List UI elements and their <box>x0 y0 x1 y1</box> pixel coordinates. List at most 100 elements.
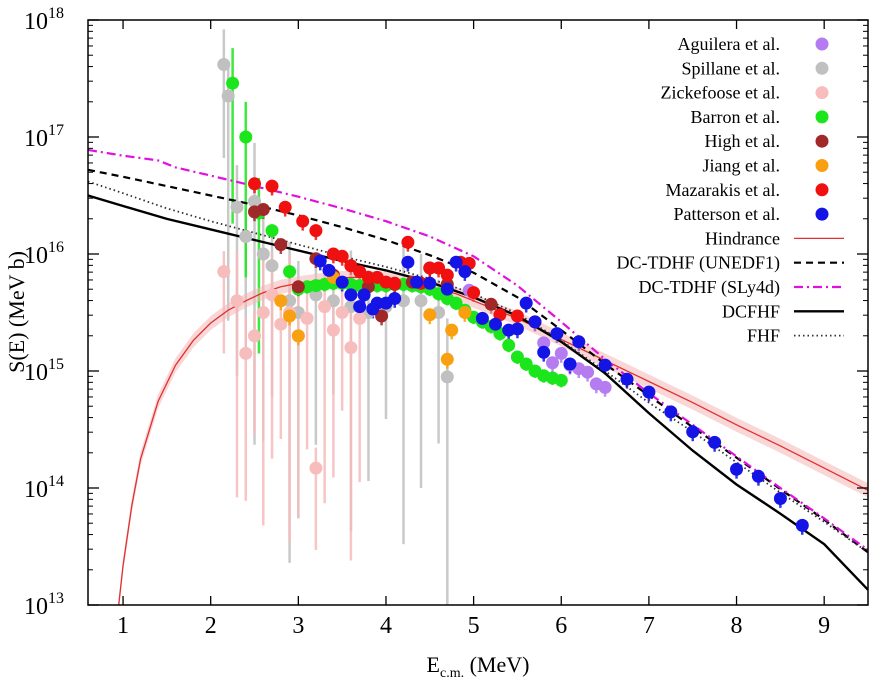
point-spillane-et-al <box>248 194 261 208</box>
y-tick-label: 1014 <box>24 473 64 503</box>
point-patterson-et-al <box>795 518 809 532</box>
legend-label: Zickefoose et al. <box>661 83 780 103</box>
point-mazarakis-et-al <box>296 214 310 228</box>
point-patterson-et-al <box>335 275 349 289</box>
point-zickefoose-et-al <box>217 265 231 279</box>
legend-marker <box>815 159 829 172</box>
legend-label: Hindrance <box>705 228 780 248</box>
point-jiang-et-al <box>283 309 297 323</box>
x-tick-label: 4 <box>380 613 392 639</box>
point-jiang-et-al <box>440 352 454 366</box>
point-spillane-et-al <box>230 200 244 214</box>
point-mazarakis-et-al <box>335 249 349 263</box>
point-spillane-et-al <box>221 89 235 103</box>
x-tick-label: 8 <box>731 613 743 639</box>
point-patterson-et-al <box>440 282 454 296</box>
point-patterson-et-al <box>708 435 722 449</box>
point-mazarakis-et-al <box>265 179 279 193</box>
legend-label: Aguilera et al. <box>678 34 780 54</box>
point-barron-et-al <box>283 265 297 279</box>
y-tick-label: 1013 <box>24 590 64 620</box>
point-mazarakis-et-al <box>440 268 454 282</box>
point-zickefoose-et-al <box>300 311 314 325</box>
x-tick-label: 9 <box>818 613 830 639</box>
point-barron-et-al <box>265 224 279 238</box>
point-jiang-et-al <box>423 308 437 322</box>
point-barron-et-al <box>519 357 533 371</box>
y-axis-title: S(E) (MeV b) <box>4 251 29 373</box>
y-tick-label: 1018 <box>24 5 64 35</box>
point-spillane-et-al <box>440 370 454 384</box>
point-barron-et-al <box>510 350 524 364</box>
curve-dc-tdhf-sly4d <box>88 148 868 551</box>
point-jiang-et-al <box>291 329 305 343</box>
point-patterson-et-al <box>528 315 542 329</box>
point-patterson-et-al <box>751 469 765 483</box>
point-patterson-et-al <box>620 372 634 386</box>
point-patterson-et-al <box>686 425 700 439</box>
point-patterson-et-al <box>537 345 551 359</box>
data-points <box>217 58 809 532</box>
point-mazarakis-et-al <box>510 309 524 323</box>
point-patterson-et-al <box>773 492 787 505</box>
legend-label: Spillane et al. <box>682 58 780 78</box>
x-axis-title: Ec.m. (MeV) <box>427 652 530 681</box>
legend-label: FHF <box>747 326 780 346</box>
legend-marker <box>815 134 829 148</box>
y-tick-label: 1015 <box>24 356 64 386</box>
legend: Aguilera et al. Spillane et al. Zickefoose… <box>617 34 844 346</box>
legend-marker <box>815 110 829 124</box>
point-patterson-et-al <box>664 405 678 419</box>
point-zickefoose-et-al <box>353 311 367 325</box>
point-mazarakis-et-al <box>309 224 323 238</box>
legend-label: DC-TDHF (UNEDF1) <box>617 253 781 274</box>
legend-label: Barron et al. <box>691 107 780 127</box>
point-mazarakis-et-al <box>401 235 415 249</box>
curve-dc-tdhf-unedf1 <box>88 168 868 554</box>
y-tick-label: 1016 <box>24 239 64 269</box>
point-zickefoose-et-al <box>239 346 253 360</box>
point-patterson-et-al <box>563 357 577 371</box>
point-patterson-et-al <box>598 358 612 372</box>
point-high-et-al <box>484 297 498 311</box>
point-high-et-al <box>291 280 305 294</box>
point-mazarakis-et-al <box>388 276 402 290</box>
point-patterson-et-al <box>489 317 502 331</box>
legend-marker <box>815 37 829 51</box>
x-tick-label: 1 <box>117 613 129 639</box>
point-aguilera-et-al <box>598 380 612 394</box>
point-high-et-al <box>375 309 389 323</box>
point-patterson-et-al <box>642 385 656 399</box>
legend-label: DCFHF <box>722 301 780 321</box>
point-patterson-et-al <box>357 288 371 302</box>
point-patterson-et-al <box>449 255 463 269</box>
point-high-et-al <box>274 238 288 252</box>
point-patterson-et-al <box>572 335 586 349</box>
point-barron-et-al <box>554 373 568 387</box>
legend-marker <box>815 207 829 221</box>
point-patterson-et-al <box>410 275 424 289</box>
point-patterson-et-al <box>344 288 358 302</box>
point-aguilera-et-al <box>554 346 568 360</box>
point-patterson-et-al <box>401 255 415 269</box>
point-aguilera-et-al <box>546 356 559 370</box>
legend-label: DC-TDHF (SLy4d) <box>638 277 780 298</box>
point-zickefoose-et-al <box>248 329 261 343</box>
x-tick-label: 2 <box>205 613 217 639</box>
point-patterson-et-al <box>510 322 524 336</box>
point-spillane-et-al <box>256 247 270 261</box>
point-aguilera-et-al <box>581 365 595 379</box>
axis-ticks: 1 2 3 4 5 6 7 8 9 1013 1014 1015 1016 1017 1018 <box>24 5 868 639</box>
x-tick-label: 6 <box>555 613 567 639</box>
point-high-et-al <box>256 203 270 216</box>
legend-label: Jiang et al. <box>703 156 780 176</box>
x-tick-label: 3 <box>292 613 304 639</box>
point-zickefoose-et-al <box>230 294 244 308</box>
legend-label: High et al. <box>705 131 780 151</box>
point-spillane-et-al <box>239 230 253 243</box>
point-spillane-et-al <box>309 288 323 302</box>
point-mazarakis-et-al <box>432 261 446 275</box>
point-spillane-et-al <box>217 58 231 71</box>
point-zickefoose-et-al <box>318 300 332 314</box>
